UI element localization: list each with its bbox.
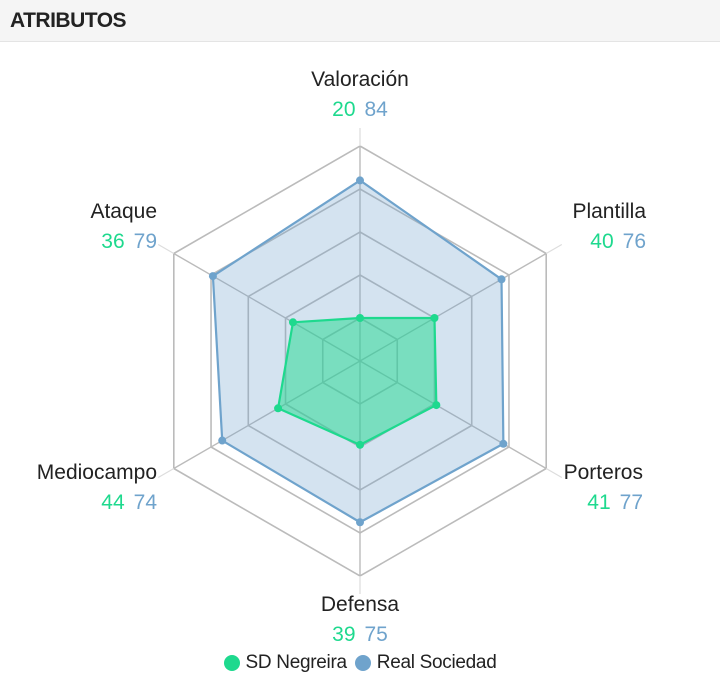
data-point-team-a[interactable]	[288, 318, 297, 327]
data-point-team-b[interactable]	[356, 518, 364, 527]
axis-values: 20 84	[332, 98, 388, 121]
data-point-team-b[interactable]	[208, 272, 217, 281]
axis-label: Porteros	[564, 461, 643, 484]
section-header: ATRIBUTOS	[0, 0, 720, 42]
value-team-b: 77	[620, 491, 643, 514]
data-point-team-b[interactable]	[499, 439, 508, 448]
value-team-a: 40	[590, 230, 613, 253]
value-team-a: 36	[101, 230, 124, 253]
axis-label: Mediocampo	[37, 461, 157, 484]
radar-series	[208, 176, 508, 527]
legend: SD Negreira Real Sociedad	[0, 651, 720, 675]
axis-values: 40 76	[590, 230, 646, 253]
value-team-a: 20	[332, 98, 355, 121]
axis-label: Plantilla	[572, 200, 646, 223]
value-team-b: 75	[365, 623, 388, 646]
axis-tick	[545, 467, 563, 479]
value-team-b: 84	[365, 98, 389, 121]
legend-item-team-a[interactable]: SD Negreira	[223, 652, 348, 674]
value-team-a: 39	[332, 623, 355, 646]
value-team-a: 44	[101, 491, 125, 514]
axis-label: Valoración	[311, 68, 409, 91]
axis-values: 44 74	[101, 491, 157, 514]
data-point-team-a[interactable]	[356, 314, 364, 322]
data-point-team-a[interactable]	[274, 404, 283, 413]
axis-tick	[157, 467, 175, 479]
data-point-team-a[interactable]	[356, 440, 364, 449]
legend-label: Real Sociedad	[376, 652, 497, 673]
data-point-team-b[interactable]	[218, 436, 227, 445]
axis-values: 36 79	[101, 230, 157, 253]
legend-label: SD Negreira	[245, 652, 348, 673]
value-team-b: 74	[134, 491, 158, 514]
data-point-team-b[interactable]	[497, 275, 506, 284]
section-title: ATRIBUTOS	[10, 9, 127, 32]
legend-dot-icon	[354, 655, 371, 671]
data-point-team-a[interactable]	[432, 401, 441, 410]
axis-values: 41 77	[587, 491, 643, 514]
axis-label: Defensa	[321, 593, 400, 616]
data-point-team-a[interactable]	[430, 314, 439, 322]
legend-item-team-b[interactable]: Real Sociedad	[354, 652, 497, 674]
value-team-b: 79	[134, 230, 157, 253]
axis-tick	[157, 243, 175, 255]
axis-tick	[545, 243, 563, 255]
axis-values: 39 75	[332, 623, 388, 646]
data-point-team-b[interactable]	[356, 176, 364, 185]
legend-dot-icon	[223, 655, 240, 671]
value-team-b: 76	[623, 230, 646, 253]
value-team-a: 41	[587, 491, 610, 514]
axis-label: Ataque	[90, 200, 157, 223]
